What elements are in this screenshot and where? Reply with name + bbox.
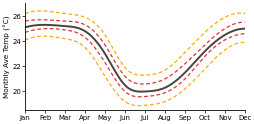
Y-axis label: Monthly Ave Temp (°C): Monthly Ave Temp (°C): [4, 16, 11, 98]
